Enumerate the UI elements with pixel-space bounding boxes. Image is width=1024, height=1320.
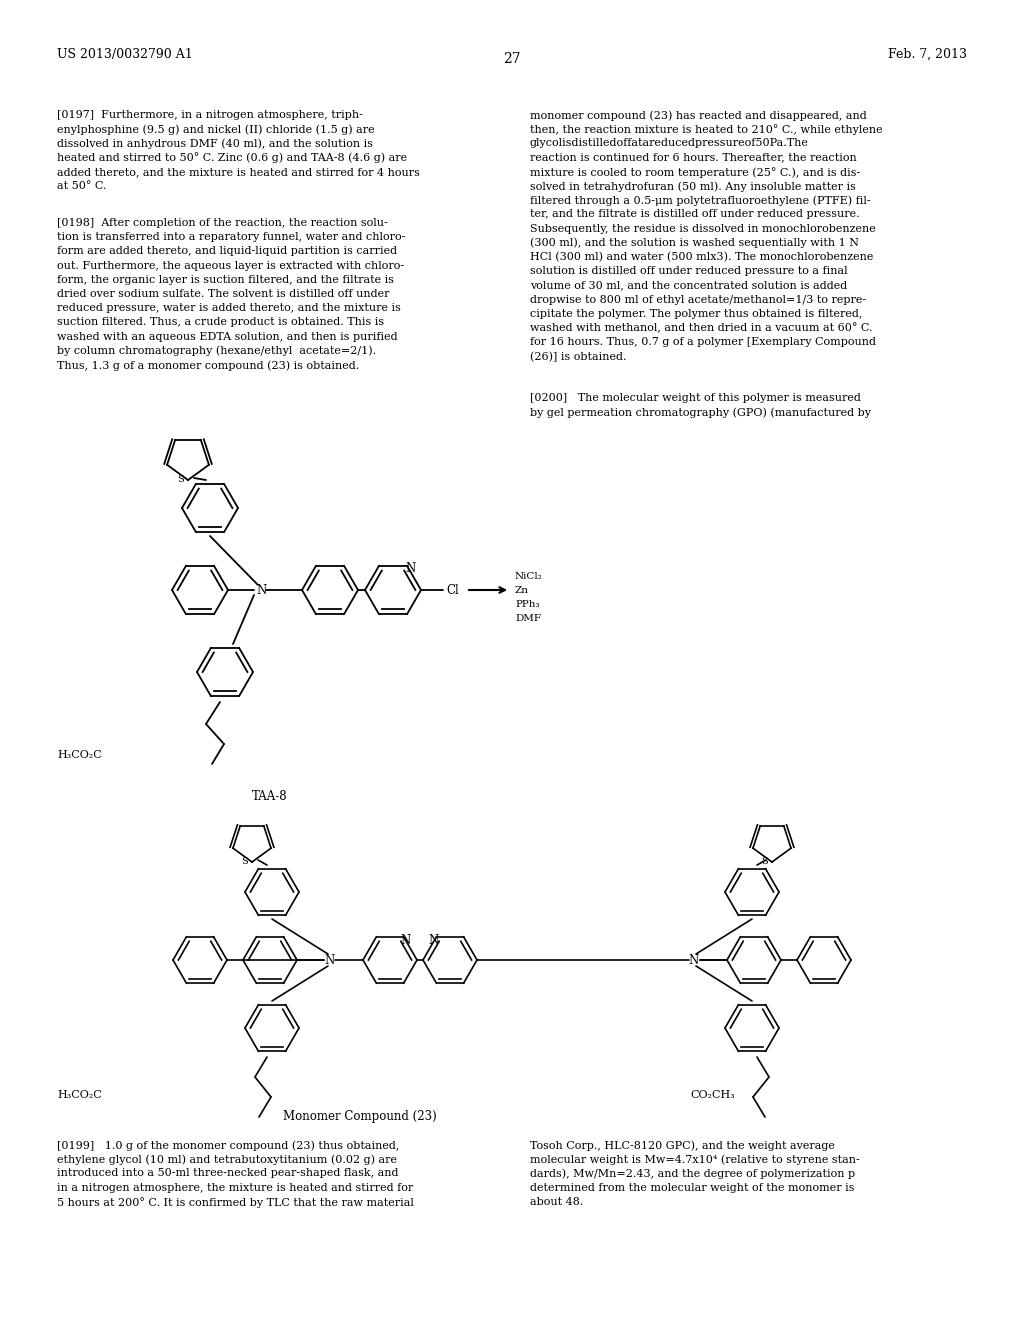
Text: about 48.: about 48. <box>530 1197 584 1206</box>
Text: N: N <box>257 583 267 597</box>
Text: (300 ml), and the solution is washed sequentially with 1 N: (300 ml), and the solution is washed seq… <box>530 238 859 248</box>
Text: monomer compound (23) has reacted and disappeared, and: monomer compound (23) has reacted and di… <box>530 110 866 120</box>
Text: [0200]   The molecular weight of this polymer is measured: [0200] The molecular weight of this poly… <box>530 393 861 403</box>
Text: 5 hours at 200° C. It is confirmed by TLC that the raw material: 5 hours at 200° C. It is confirmed by TL… <box>57 1197 414 1208</box>
Text: [0198]  After completion of the reaction, the reaction solu-: [0198] After completion of the reaction,… <box>57 218 388 228</box>
Text: for 16 hours. Thus, 0.7 g of a polymer [Exemplary Compound: for 16 hours. Thus, 0.7 g of a polymer [… <box>530 337 876 347</box>
Text: mixture is cooled to room temperature (25° C.), and is dis-: mixture is cooled to room temperature (2… <box>530 166 860 178</box>
Text: US 2013/0032790 A1: US 2013/0032790 A1 <box>57 48 193 61</box>
Text: S: S <box>761 858 767 866</box>
Text: volume of 30 ml, and the concentrated solution is added: volume of 30 ml, and the concentrated so… <box>530 280 847 290</box>
Text: dards), Mw/Mn=2.43, and the degree of polymerization p: dards), Mw/Mn=2.43, and the degree of po… <box>530 1168 855 1179</box>
Text: (26)] is obtained.: (26)] is obtained. <box>530 351 627 362</box>
Text: solved in tetrahydrofuran (50 ml). Any insoluble matter is: solved in tetrahydrofuran (50 ml). Any i… <box>530 181 856 191</box>
Text: TAA-8: TAA-8 <box>252 789 288 803</box>
Text: dissolved in anhydrous DMF (40 ml), and the solution is: dissolved in anhydrous DMF (40 ml), and … <box>57 139 373 149</box>
Text: H₃CO₂C: H₃CO₂C <box>57 1090 101 1100</box>
Text: 27: 27 <box>503 51 521 66</box>
Text: reduced pressure, water is added thereto, and the mixture is: reduced pressure, water is added thereto… <box>57 304 400 313</box>
Text: introduced into a 50-ml three-necked pear-shaped flask, and: introduced into a 50-ml three-necked pea… <box>57 1168 398 1179</box>
Text: solution is distilled off under reduced pressure to a final: solution is distilled off under reduced … <box>530 267 848 276</box>
Text: DMF: DMF <box>515 614 541 623</box>
Text: N: N <box>406 561 416 574</box>
Text: N: N <box>325 953 335 966</box>
Text: then, the reaction mixture is heated to 210° C., while ethylene: then, the reaction mixture is heated to … <box>530 124 883 135</box>
Text: molecular weight is Mw=4.7x10⁴ (relative to styrene stan-: molecular weight is Mw=4.7x10⁴ (relative… <box>530 1154 860 1164</box>
Text: S: S <box>241 858 248 866</box>
Text: N: N <box>429 933 439 946</box>
Text: N: N <box>400 933 411 946</box>
Text: Monomer Compound (23): Monomer Compound (23) <box>283 1110 437 1123</box>
Text: glycolisdistilledoffatareducedpressureof50Pa.The: glycolisdistilledoffatareducedpressureof… <box>530 139 809 148</box>
Text: suction filtered. Thus, a crude product is obtained. This is: suction filtered. Thus, a crude product … <box>57 317 384 327</box>
Text: form are added thereto, and liquid-liquid partition is carried: form are added thereto, and liquid-liqui… <box>57 247 397 256</box>
Text: dried over sodium sulfate. The solvent is distilled off under: dried over sodium sulfate. The solvent i… <box>57 289 389 300</box>
Text: by gel permeation chromatography (GPO) (manufactured by: by gel permeation chromatography (GPO) (… <box>530 407 871 417</box>
Text: Feb. 7, 2013: Feb. 7, 2013 <box>888 48 967 61</box>
Text: PPh₃: PPh₃ <box>515 601 540 609</box>
Text: washed with methanol, and then dried in a vacuum at 60° C.: washed with methanol, and then dried in … <box>530 323 872 334</box>
Text: [0197]  Furthermore, in a nitrogen atmosphere, triph-: [0197] Furthermore, in a nitrogen atmosp… <box>57 110 362 120</box>
Text: in a nitrogen atmosphere, the mixture is heated and stirred for: in a nitrogen atmosphere, the mixture is… <box>57 1183 414 1192</box>
Text: enylphosphine (9.5 g) and nickel (II) chloride (1.5 g) are: enylphosphine (9.5 g) and nickel (II) ch… <box>57 124 375 135</box>
Text: by column chromatography (hexane/ethyl  acetate=2/1).: by column chromatography (hexane/ethyl a… <box>57 346 376 356</box>
Text: form, the organic layer is suction filtered, and the filtrate is: form, the organic layer is suction filte… <box>57 275 394 285</box>
Text: S: S <box>176 475 183 484</box>
Text: added thereto, and the mixture is heated and stirred for 4 hours: added thereto, and the mixture is heated… <box>57 166 420 177</box>
Text: NiCl₂: NiCl₂ <box>515 572 543 581</box>
Text: ter, and the filtrate is distilled off under reduced pressure.: ter, and the filtrate is distilled off u… <box>530 210 859 219</box>
Text: Tosoh Corp., HLC-8120 GPC), and the weight average: Tosoh Corp., HLC-8120 GPC), and the weig… <box>530 1140 835 1151</box>
Text: Subsequently, the residue is dissolved in monochlorobenzene: Subsequently, the residue is dissolved i… <box>530 223 876 234</box>
Text: H₃CO₂C: H₃CO₂C <box>57 750 101 760</box>
Text: determined from the molecular weight of the monomer is: determined from the molecular weight of … <box>530 1183 854 1192</box>
Text: tion is transferred into a reparatory funnel, water and chloro-: tion is transferred into a reparatory fu… <box>57 232 406 242</box>
Text: [0199]   1.0 g of the monomer compound (23) thus obtained,: [0199] 1.0 g of the monomer compound (23… <box>57 1140 399 1151</box>
Text: ethylene glycol (10 ml) and tetrabutoxytitanium (0.02 g) are: ethylene glycol (10 ml) and tetrabutoxyt… <box>57 1154 397 1164</box>
Text: reaction is continued for 6 hours. Thereafter, the reaction: reaction is continued for 6 hours. There… <box>530 153 857 162</box>
Text: HCl (300 ml) and water (500 mlx3). The monochlorobenzene: HCl (300 ml) and water (500 mlx3). The m… <box>530 252 873 263</box>
Text: filtered through a 0.5-μm polytetrafluoroethylene (PTFE) fil-: filtered through a 0.5-μm polytetrafluor… <box>530 195 870 206</box>
Text: N: N <box>689 953 699 966</box>
Text: Zn: Zn <box>515 586 529 595</box>
Text: Cl: Cl <box>446 583 460 597</box>
Text: washed with an aqueous EDTA solution, and then is purified: washed with an aqueous EDTA solution, an… <box>57 331 397 342</box>
Text: out. Furthermore, the aqueous layer is extracted with chloro-: out. Furthermore, the aqueous layer is e… <box>57 260 404 271</box>
Text: heated and stirred to 50° C. Zinc (0.6 g) and TAA-8 (4.6 g) are: heated and stirred to 50° C. Zinc (0.6 g… <box>57 153 408 164</box>
Text: at 50° C.: at 50° C. <box>57 181 106 191</box>
Text: dropwise to 800 ml of ethyl acetate/methanol=1/3 to repre-: dropwise to 800 ml of ethyl acetate/meth… <box>530 294 866 305</box>
Text: CO₂CH₃: CO₂CH₃ <box>690 1090 735 1100</box>
Text: Thus, 1.3 g of a monomer compound (23) is obtained.: Thus, 1.3 g of a monomer compound (23) i… <box>57 360 359 371</box>
Text: cipitate the polymer. The polymer thus obtained is filtered,: cipitate the polymer. The polymer thus o… <box>530 309 862 319</box>
